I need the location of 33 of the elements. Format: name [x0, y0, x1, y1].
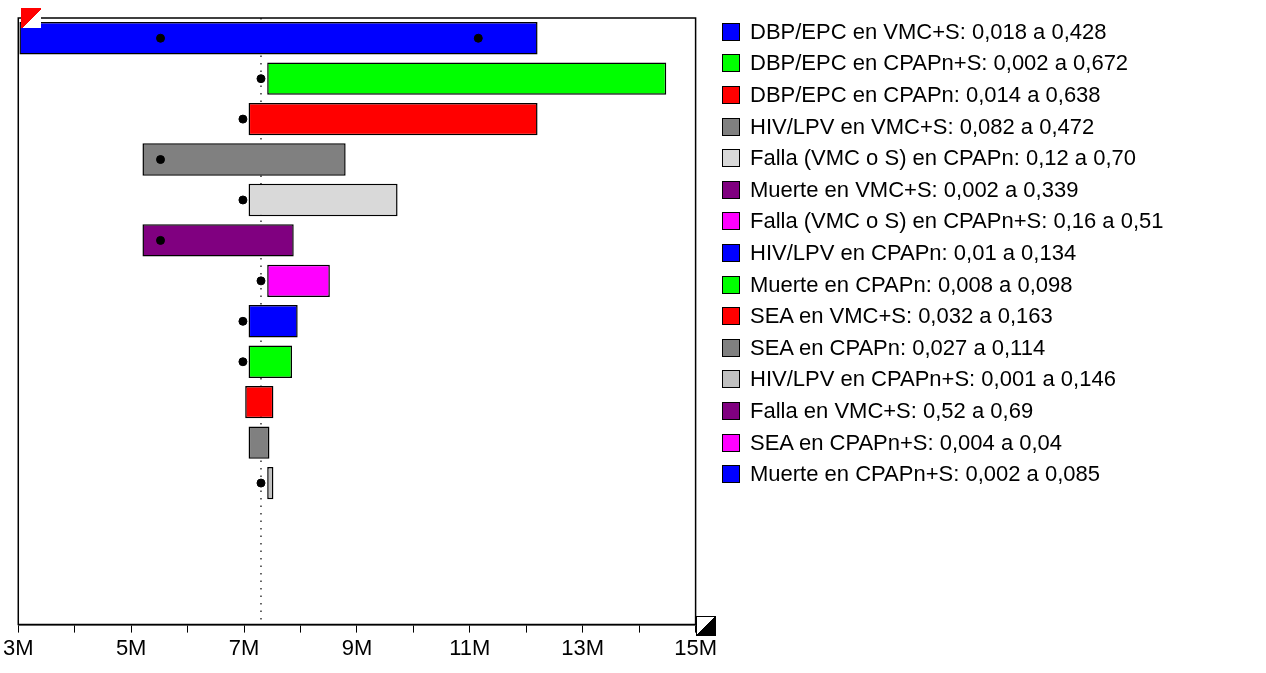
- point: [238, 195, 248, 205]
- legend-label: Muerte en VMC+S: 0,002 a 0,339: [750, 176, 1079, 203]
- point: [238, 316, 248, 326]
- x-tick-label: 11M: [449, 634, 491, 660]
- legend-label: DBP/EPC en CPAPn: 0,014 a 0,638: [750, 81, 1101, 108]
- legend-label: Muerte en CPAPn+S: 0,002 a 0,085: [750, 461, 1100, 488]
- point: [238, 114, 248, 124]
- point: [256, 276, 266, 286]
- legend-label: HIV/LPV en CPAPn+S: 0,001 a 0,146: [750, 366, 1116, 393]
- point: [256, 74, 266, 84]
- legend-label: Falla en VMC+S: 0,52 a 0,69: [750, 397, 1034, 424]
- x-tick-label: 13M: [561, 634, 605, 660]
- point: [238, 357, 248, 367]
- legend-label: DBP/EPC en CPAPn+S: 0,002 a 0,672: [750, 50, 1129, 77]
- x-tick-label: 5M: [115, 634, 147, 660]
- point: [156, 155, 166, 165]
- x-tick-label: 3M: [3, 634, 34, 660]
- legend-label: Muerte en CPAPn: 0,008 a 0,098: [750, 271, 1073, 298]
- legend-label: SEA en CPAPn+S: 0,004 a 0,04: [750, 429, 1063, 456]
- legend-label: HIV/LPV en VMC+S: 0,082 a 0,472: [750, 113, 1095, 140]
- legend-label: Falla (VMC o S) en CPAPn: 0,12 a 0,70: [750, 145, 1136, 172]
- point: [256, 478, 266, 488]
- x-tick-label: 9M: [341, 634, 373, 660]
- point: [156, 33, 166, 43]
- point: [473, 33, 483, 43]
- legend-label: SEA en CPAPn: 0,027 a 0,114: [750, 334, 1046, 361]
- x-tick-label: 15M: [674, 634, 717, 660]
- point: [156, 235, 166, 245]
- legend-label: DBP/EPC en VMC+S: 0,018 a 0,428: [750, 18, 1107, 45]
- x-tick-label: 7M: [228, 634, 260, 660]
- legend-label: SEA en VMC+S: 0,032 a 0,163: [750, 303, 1053, 330]
- legend-label: HIV/LPV en CPAPn: 0,01 a 0,134: [750, 239, 1077, 266]
- legend-label: Falla (VMC o S) en CPAPn+S: 0,16 a 0,51: [750, 208, 1164, 235]
